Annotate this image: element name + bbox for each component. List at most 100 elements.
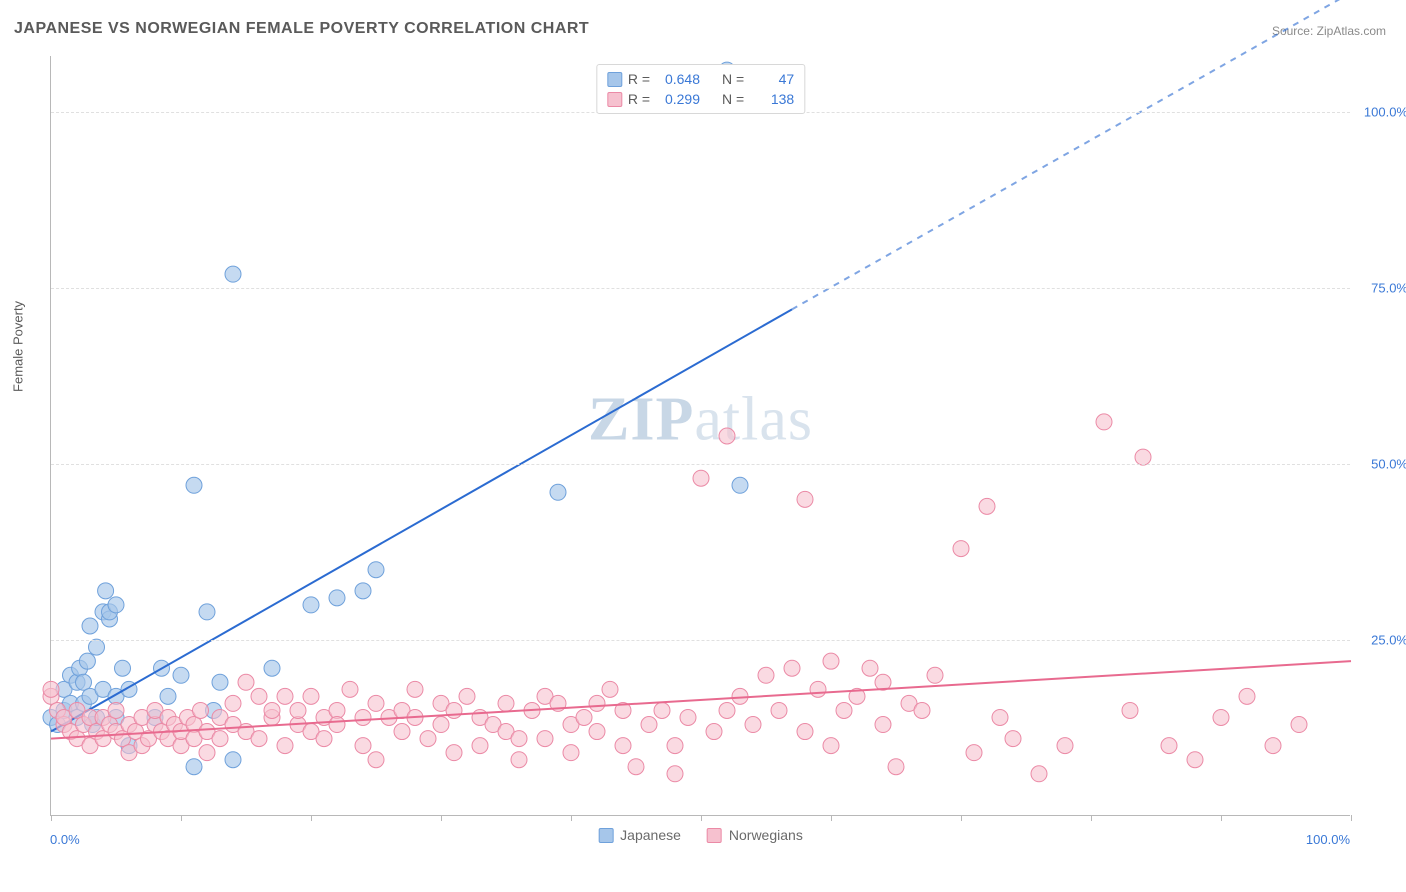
scatter-point[interactable] xyxy=(979,498,995,514)
scatter-point[interactable] xyxy=(1031,766,1047,782)
scatter-point[interactable] xyxy=(173,667,189,683)
scatter-point[interactable] xyxy=(511,731,527,747)
scatter-point[interactable] xyxy=(433,717,449,733)
scatter-point[interactable] xyxy=(251,731,267,747)
scatter-point[interactable] xyxy=(797,491,813,507)
scatter-point[interactable] xyxy=(264,702,280,718)
scatter-point[interactable] xyxy=(719,428,735,444)
scatter-point[interactable] xyxy=(1005,731,1021,747)
scatter-point[interactable] xyxy=(342,681,358,697)
scatter-point[interactable] xyxy=(966,745,982,761)
scatter-point[interactable] xyxy=(186,759,202,775)
scatter-point[interactable] xyxy=(368,695,384,711)
scatter-point[interactable] xyxy=(108,597,124,613)
scatter-point[interactable] xyxy=(1265,738,1281,754)
scatter-point[interactable] xyxy=(420,731,436,747)
scatter-point[interactable] xyxy=(1057,738,1073,754)
scatter-point[interactable] xyxy=(225,266,241,282)
scatter-point[interactable] xyxy=(875,717,891,733)
scatter-point[interactable] xyxy=(238,674,254,690)
scatter-point[interactable] xyxy=(76,674,92,690)
scatter-point[interactable] xyxy=(394,724,410,740)
scatter-point[interactable] xyxy=(193,702,209,718)
scatter-point[interactable] xyxy=(511,752,527,768)
scatter-point[interactable] xyxy=(368,562,384,578)
scatter-point[interactable] xyxy=(251,688,267,704)
scatter-point[interactable] xyxy=(914,702,930,718)
scatter-point[interactable] xyxy=(680,709,696,725)
scatter-point[interactable] xyxy=(576,709,592,725)
scatter-point[interactable] xyxy=(43,681,59,697)
scatter-point[interactable] xyxy=(407,681,423,697)
scatter-point[interactable] xyxy=(641,717,657,733)
scatter-point[interactable] xyxy=(1135,449,1151,465)
legend-item-norwegians[interactable]: Norwegians xyxy=(707,827,803,843)
scatter-point[interactable] xyxy=(1239,688,1255,704)
scatter-point[interactable] xyxy=(329,590,345,606)
scatter-point[interactable] xyxy=(823,653,839,669)
scatter-point[interactable] xyxy=(771,702,787,718)
scatter-point[interactable] xyxy=(329,717,345,733)
scatter-point[interactable] xyxy=(589,724,605,740)
scatter-point[interactable] xyxy=(368,752,384,768)
scatter-point[interactable] xyxy=(1291,717,1307,733)
scatter-point[interactable] xyxy=(498,695,514,711)
scatter-point[interactable] xyxy=(719,702,735,718)
scatter-point[interactable] xyxy=(1161,738,1177,754)
scatter-point[interactable] xyxy=(836,702,852,718)
scatter-point[interactable] xyxy=(602,681,618,697)
scatter-point[interactable] xyxy=(290,702,306,718)
scatter-point[interactable] xyxy=(98,583,114,599)
scatter-point[interactable] xyxy=(212,731,228,747)
scatter-point[interactable] xyxy=(797,724,813,740)
scatter-point[interactable] xyxy=(1213,709,1229,725)
scatter-point[interactable] xyxy=(810,681,826,697)
scatter-point[interactable] xyxy=(199,604,215,620)
scatter-point[interactable] xyxy=(446,702,462,718)
scatter-point[interactable] xyxy=(225,752,241,768)
legend-item-japanese[interactable]: Japanese xyxy=(598,827,681,843)
scatter-point[interactable] xyxy=(225,695,241,711)
scatter-point[interactable] xyxy=(199,745,215,761)
scatter-point[interactable] xyxy=(953,541,969,557)
scatter-point[interactable] xyxy=(628,759,644,775)
scatter-point[interactable] xyxy=(89,639,105,655)
scatter-point[interactable] xyxy=(550,484,566,500)
scatter-point[interactable] xyxy=(589,695,605,711)
scatter-point[interactable] xyxy=(862,660,878,676)
scatter-point[interactable] xyxy=(888,759,904,775)
scatter-point[interactable] xyxy=(667,738,683,754)
scatter-point[interactable] xyxy=(303,688,319,704)
scatter-point[interactable] xyxy=(446,745,462,761)
scatter-point[interactable] xyxy=(706,724,722,740)
scatter-point[interactable] xyxy=(264,660,280,676)
scatter-point[interactable] xyxy=(316,731,332,747)
scatter-point[interactable] xyxy=(277,738,293,754)
scatter-point[interactable] xyxy=(303,597,319,613)
scatter-point[interactable] xyxy=(563,745,579,761)
scatter-point[interactable] xyxy=(82,618,98,634)
scatter-point[interactable] xyxy=(654,702,670,718)
scatter-point[interactable] xyxy=(355,709,371,725)
scatter-point[interactable] xyxy=(355,583,371,599)
scatter-point[interactable] xyxy=(667,766,683,782)
scatter-point[interactable] xyxy=(732,477,748,493)
scatter-point[interactable] xyxy=(186,477,202,493)
scatter-point[interactable] xyxy=(1187,752,1203,768)
scatter-point[interactable] xyxy=(108,702,124,718)
scatter-point[interactable] xyxy=(79,653,95,669)
scatter-point[interactable] xyxy=(758,667,774,683)
scatter-point[interactable] xyxy=(693,470,709,486)
scatter-point[interactable] xyxy=(160,688,176,704)
scatter-point[interactable] xyxy=(355,738,371,754)
scatter-point[interactable] xyxy=(745,717,761,733)
scatter-point[interactable] xyxy=(537,731,553,747)
scatter-point[interactable] xyxy=(472,738,488,754)
scatter-point[interactable] xyxy=(115,660,131,676)
scatter-point[interactable] xyxy=(277,688,293,704)
scatter-point[interactable] xyxy=(1122,702,1138,718)
scatter-point[interactable] xyxy=(212,674,228,690)
scatter-point[interactable] xyxy=(615,738,631,754)
scatter-point[interactable] xyxy=(927,667,943,683)
scatter-point[interactable] xyxy=(823,738,839,754)
